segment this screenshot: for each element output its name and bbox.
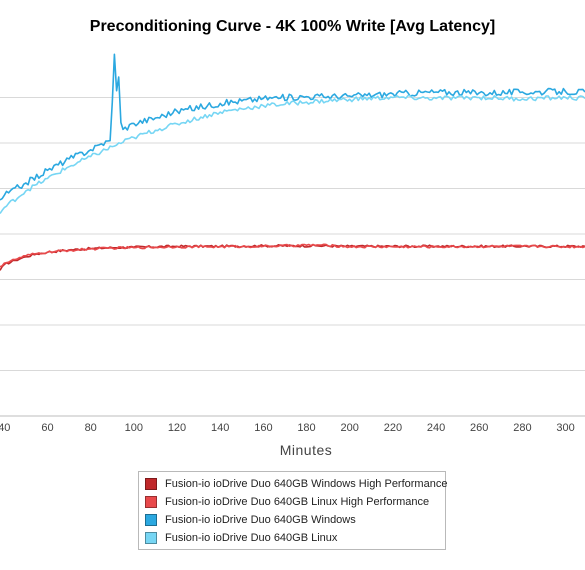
- legend-label-1: Fusion-io ioDrive Duo 640GB Linux High P…: [165, 496, 430, 508]
- series-lines: [0, 53, 585, 271]
- x-tick-label-5: 140: [211, 422, 229, 434]
- chart-title: Preconditioning Curve - 4K 100% Write [A…: [89, 18, 496, 35]
- legend-swatch-2: [145, 514, 157, 526]
- legend-swatch-0: [145, 478, 157, 490]
- x-tick-label-6: 160: [254, 422, 272, 434]
- legend-swatch-1: [145, 496, 157, 508]
- legend-item-2: Fusion-io ioDrive Duo 640GB Windows: [139, 511, 445, 529]
- legend-label-3: Fusion-io ioDrive Duo 640GB Linux: [165, 532, 338, 544]
- legend-item-1: Fusion-io ioDrive Duo 640GB Linux High P…: [139, 493, 445, 511]
- plot-area: 40 60 80 100 120 140 160 180 200 220 240 260 280 300 …: [0, 53, 585, 458]
- x-tick-label-0: 40: [0, 422, 10, 434]
- x-tick-label-11: 260: [470, 422, 488, 434]
- x-tick-label-2: 80: [85, 422, 97, 434]
- legend-label-2: Fusion-io ioDrive Duo 640GB Windows: [165, 514, 356, 526]
- legend-item-3: Fusion-io ioDrive Duo 640GB Linux: [139, 529, 445, 547]
- x-tick-label-12: 280: [513, 422, 531, 434]
- series-line-2: [0, 53, 585, 201]
- legend-label-0: Fusion-io ioDrive Duo 640GB Windows High…: [165, 478, 448, 490]
- x-tick-label-3: 100: [125, 422, 143, 434]
- series-line-3: [0, 94, 585, 214]
- legend: Fusion-io ioDrive Duo 640GB Windows High…: [138, 471, 448, 550]
- x-tick-label-8: 200: [341, 422, 359, 434]
- series-line-1: [0, 243, 585, 268]
- legend-item-0: Fusion-io ioDrive Duo 640GB Windows High…: [139, 475, 448, 493]
- x-tick-labels: 40 60 80 100 120 140 160 180 200 220 240 260 280 300: [0, 422, 575, 434]
- x-tick-label-9: 220: [384, 422, 402, 434]
- x-tick-label-4: 120: [168, 422, 186, 434]
- grid-lines: [0, 97, 585, 417]
- x-tick-label-7: 180: [297, 422, 315, 434]
- x-tick-label-10: 240: [427, 422, 445, 434]
- legend-swatch-3: [145, 532, 157, 544]
- x-axis-title: Minutes: [280, 442, 333, 458]
- x-tick-label-13: 300: [556, 422, 574, 434]
- x-tick-label-1: 60: [41, 422, 53, 434]
